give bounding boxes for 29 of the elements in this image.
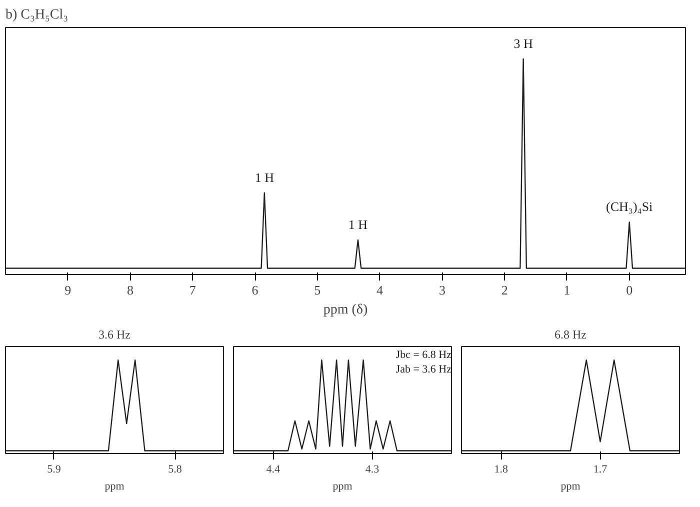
x-tick-label: 9 bbox=[64, 282, 72, 298]
x-axis-title: ppm bbox=[560, 480, 581, 492]
x-tick-label: 3 bbox=[438, 282, 446, 298]
x-tick-label: 6 bbox=[252, 282, 259, 298]
annotation: 1 H bbox=[348, 216, 368, 232]
x-tick-label: 0 bbox=[626, 282, 633, 298]
x-tick-label: 2 bbox=[501, 282, 508, 298]
x-tick-label: 1.7 bbox=[593, 464, 608, 476]
x-axis-title: ppm bbox=[332, 480, 353, 492]
x-axis-title: ppm (δ) bbox=[323, 302, 368, 318]
chart-title: b) C₃H₅Cl₃ bbox=[6, 8, 68, 22]
x-tick-label: 4.3 bbox=[365, 464, 380, 476]
x-tick-label: 1 bbox=[564, 282, 570, 298]
x-tick-label: 4.4 bbox=[266, 464, 281, 476]
x-tick-label: 5.9 bbox=[47, 464, 62, 476]
x-tick-label: 8 bbox=[127, 282, 134, 298]
annotation: (CH₃)₄Si bbox=[606, 199, 654, 214]
annotation: Jab = 3.6 Hz bbox=[396, 364, 452, 376]
annotation: 3 H bbox=[514, 36, 533, 51]
x-tick-label: 4 bbox=[376, 282, 384, 298]
chart-title: 3.6 Hz bbox=[98, 328, 131, 342]
annotation: Jbc = 6.8 Hz bbox=[396, 349, 452, 362]
x-tick-label: 5 bbox=[314, 282, 321, 298]
x-axis-title: ppm bbox=[104, 480, 125, 492]
chart-title: 6.8 Hz bbox=[554, 328, 587, 342]
x-tick-label: 5.8 bbox=[168, 464, 182, 476]
x-tick-label: 7 bbox=[189, 282, 196, 298]
x-tick-label: 1.8 bbox=[494, 464, 509, 476]
annotation: 1 H bbox=[254, 170, 274, 185]
